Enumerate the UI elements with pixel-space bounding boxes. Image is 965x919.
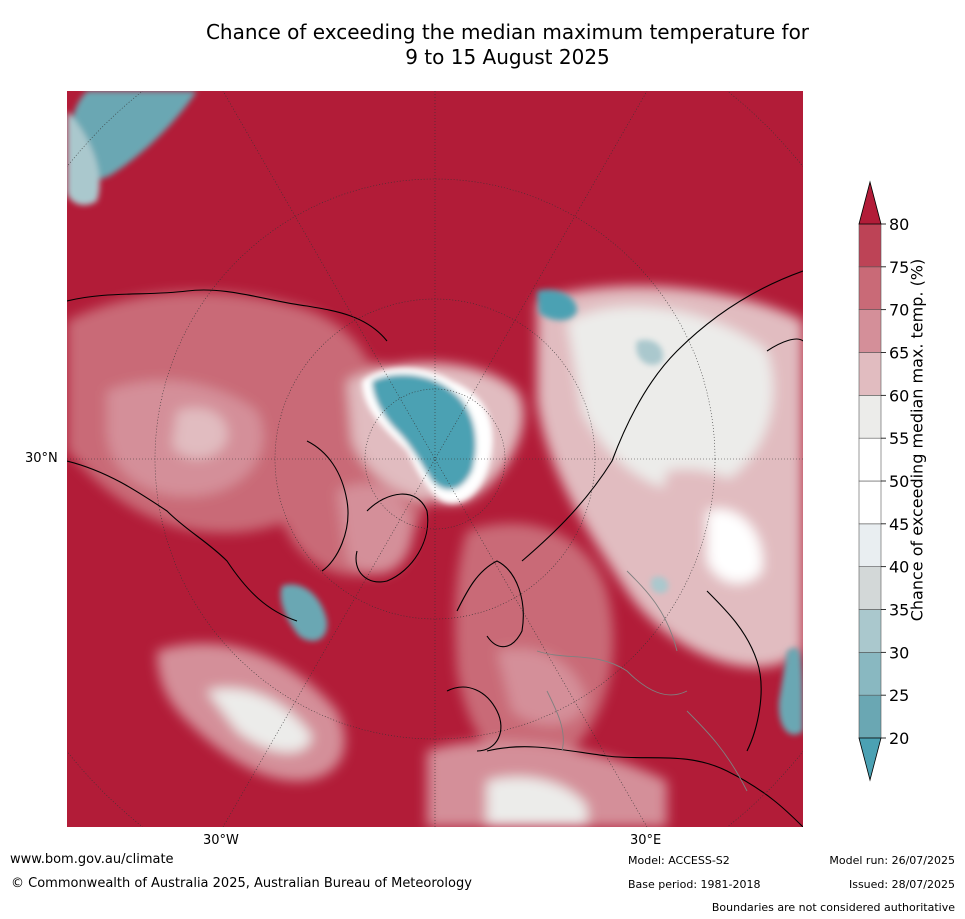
probability-map bbox=[67, 91, 803, 827]
colorbar-block bbox=[858, 223, 882, 268]
coastline-canada-west bbox=[67, 460, 298, 622]
map-title: Chance of exceeding the median maximum t… bbox=[0, 20, 965, 70]
longitude-label-30w: 30°W bbox=[203, 833, 239, 848]
pale-field-west bbox=[172, 407, 228, 459]
coastline-scandinavia bbox=[456, 560, 524, 648]
europe-light-pink bbox=[497, 648, 587, 725]
coastline-russia-north bbox=[521, 270, 803, 562]
colorbar-tick-label: 30 bbox=[889, 643, 909, 662]
coastline-british-isles bbox=[446, 686, 502, 752]
grey-patch-asia bbox=[650, 576, 669, 594]
grey-patch-siberia bbox=[636, 339, 663, 365]
map-canvas bbox=[67, 91, 803, 827]
colorbar-tick-label: 45 bbox=[889, 515, 909, 534]
colorbar-under-arrow bbox=[858, 737, 882, 782]
colorbar-block bbox=[858, 266, 882, 310]
colorbar-tick-label: 70 bbox=[889, 301, 909, 320]
colorbar-ticks: 20 25 30 35 40 45 50 55 60 65 70 75 80 bbox=[881, 215, 909, 748]
map-title-line2: 9 to 15 August 2025 bbox=[405, 45, 610, 69]
coastlines bbox=[67, 270, 803, 827]
colorbar-tick-label: 20 bbox=[889, 729, 909, 748]
colorbar-block bbox=[858, 523, 882, 567]
colorbar-tick-label: 50 bbox=[889, 472, 909, 491]
footer-base-period: Base period: 1981-2018 bbox=[628, 878, 761, 891]
coastline-greenland bbox=[355, 493, 429, 583]
colorbar-over-arrow bbox=[858, 180, 882, 225]
colorbar-block bbox=[858, 566, 882, 610]
colorbar-block bbox=[858, 395, 882, 439]
colorbar-block bbox=[858, 480, 882, 525]
greenland-pink bbox=[337, 483, 413, 575]
colorbar-tick-label: 80 bbox=[889, 215, 909, 234]
colorbar-block bbox=[858, 652, 882, 696]
footer-disclaimer: Boundaries are not considered authoritat… bbox=[711, 901, 955, 914]
coastline-hudson bbox=[306, 440, 349, 572]
colorbar-tick-label: 25 bbox=[889, 686, 909, 705]
coastline-mediterranean bbox=[486, 746, 803, 827]
coastline-far-east bbox=[766, 338, 803, 352]
footer-website[interactable]: www.bom.gov.au/climate bbox=[10, 852, 174, 867]
blue-patch-northwest bbox=[70, 91, 197, 180]
blue-fringe-northwest bbox=[67, 111, 100, 206]
colorbar-tick-label: 40 bbox=[889, 558, 909, 577]
central-asia-white bbox=[707, 509, 763, 584]
colorbar-block bbox=[858, 694, 882, 739]
graticule-meridian-30e bbox=[222, 91, 648, 827]
siberia-white bbox=[567, 306, 774, 493]
blue-patch-north-siberia bbox=[537, 289, 577, 321]
colorbar-blocks bbox=[858, 223, 882, 739]
colorbar-svg: 20 25 30 35 40 45 50 55 60 65 70 75 80 bbox=[858, 180, 909, 782]
greenland-blue bbox=[372, 374, 476, 490]
below-median-regions bbox=[67, 91, 803, 735]
graticule-meridian-30w bbox=[222, 91, 648, 827]
footer-copyright: © Commonwealth of Australia 2025, Austra… bbox=[11, 876, 472, 891]
coastline-alaska bbox=[67, 289, 388, 342]
boundary-central-europe bbox=[546, 690, 564, 752]
colorbar-tick-label: 75 bbox=[889, 258, 909, 277]
longitude-label-30e: 30°E bbox=[630, 833, 662, 848]
coastline-caspian bbox=[706, 590, 762, 752]
colorbar: 20 25 30 35 40 45 50 55 60 65 70 75 80 bbox=[855, 180, 965, 790]
footer-model: Model: ACCESS-S2 bbox=[628, 854, 730, 867]
colorbar-tick-label: 60 bbox=[889, 386, 909, 405]
colorbar-tick-label: 55 bbox=[889, 429, 909, 448]
colorbar-tick-label: 65 bbox=[889, 344, 909, 363]
country-boundaries bbox=[536, 570, 748, 792]
colorbar-block bbox=[858, 309, 882, 353]
map-title-line1: Chance of exceeding the median maximum t… bbox=[205, 20, 810, 44]
colorbar-block bbox=[858, 437, 882, 482]
north-africa-white bbox=[487, 777, 587, 827]
colorbar-tick-label: 35 bbox=[889, 601, 909, 620]
graticule bbox=[67, 91, 803, 827]
pacific-white-band bbox=[207, 688, 312, 753]
boundary-middle-east bbox=[686, 710, 748, 792]
blue-patch-east bbox=[778, 647, 803, 735]
blue-patch-hudson bbox=[280, 584, 328, 641]
colorbar-block bbox=[858, 352, 882, 396]
footer-issued: Issued: 28/07/2025 bbox=[848, 878, 955, 891]
footer-model-run: Model run: 26/07/2025 bbox=[829, 854, 955, 867]
boundary-kazakhstan bbox=[626, 570, 678, 652]
latitude-label-30n: 30°N bbox=[25, 451, 58, 466]
colorbar-block bbox=[858, 609, 882, 653]
colorbar-title-text: Chance of exceeding median max. temp. (%… bbox=[907, 258, 927, 622]
boundary-europe-russia bbox=[536, 650, 688, 696]
